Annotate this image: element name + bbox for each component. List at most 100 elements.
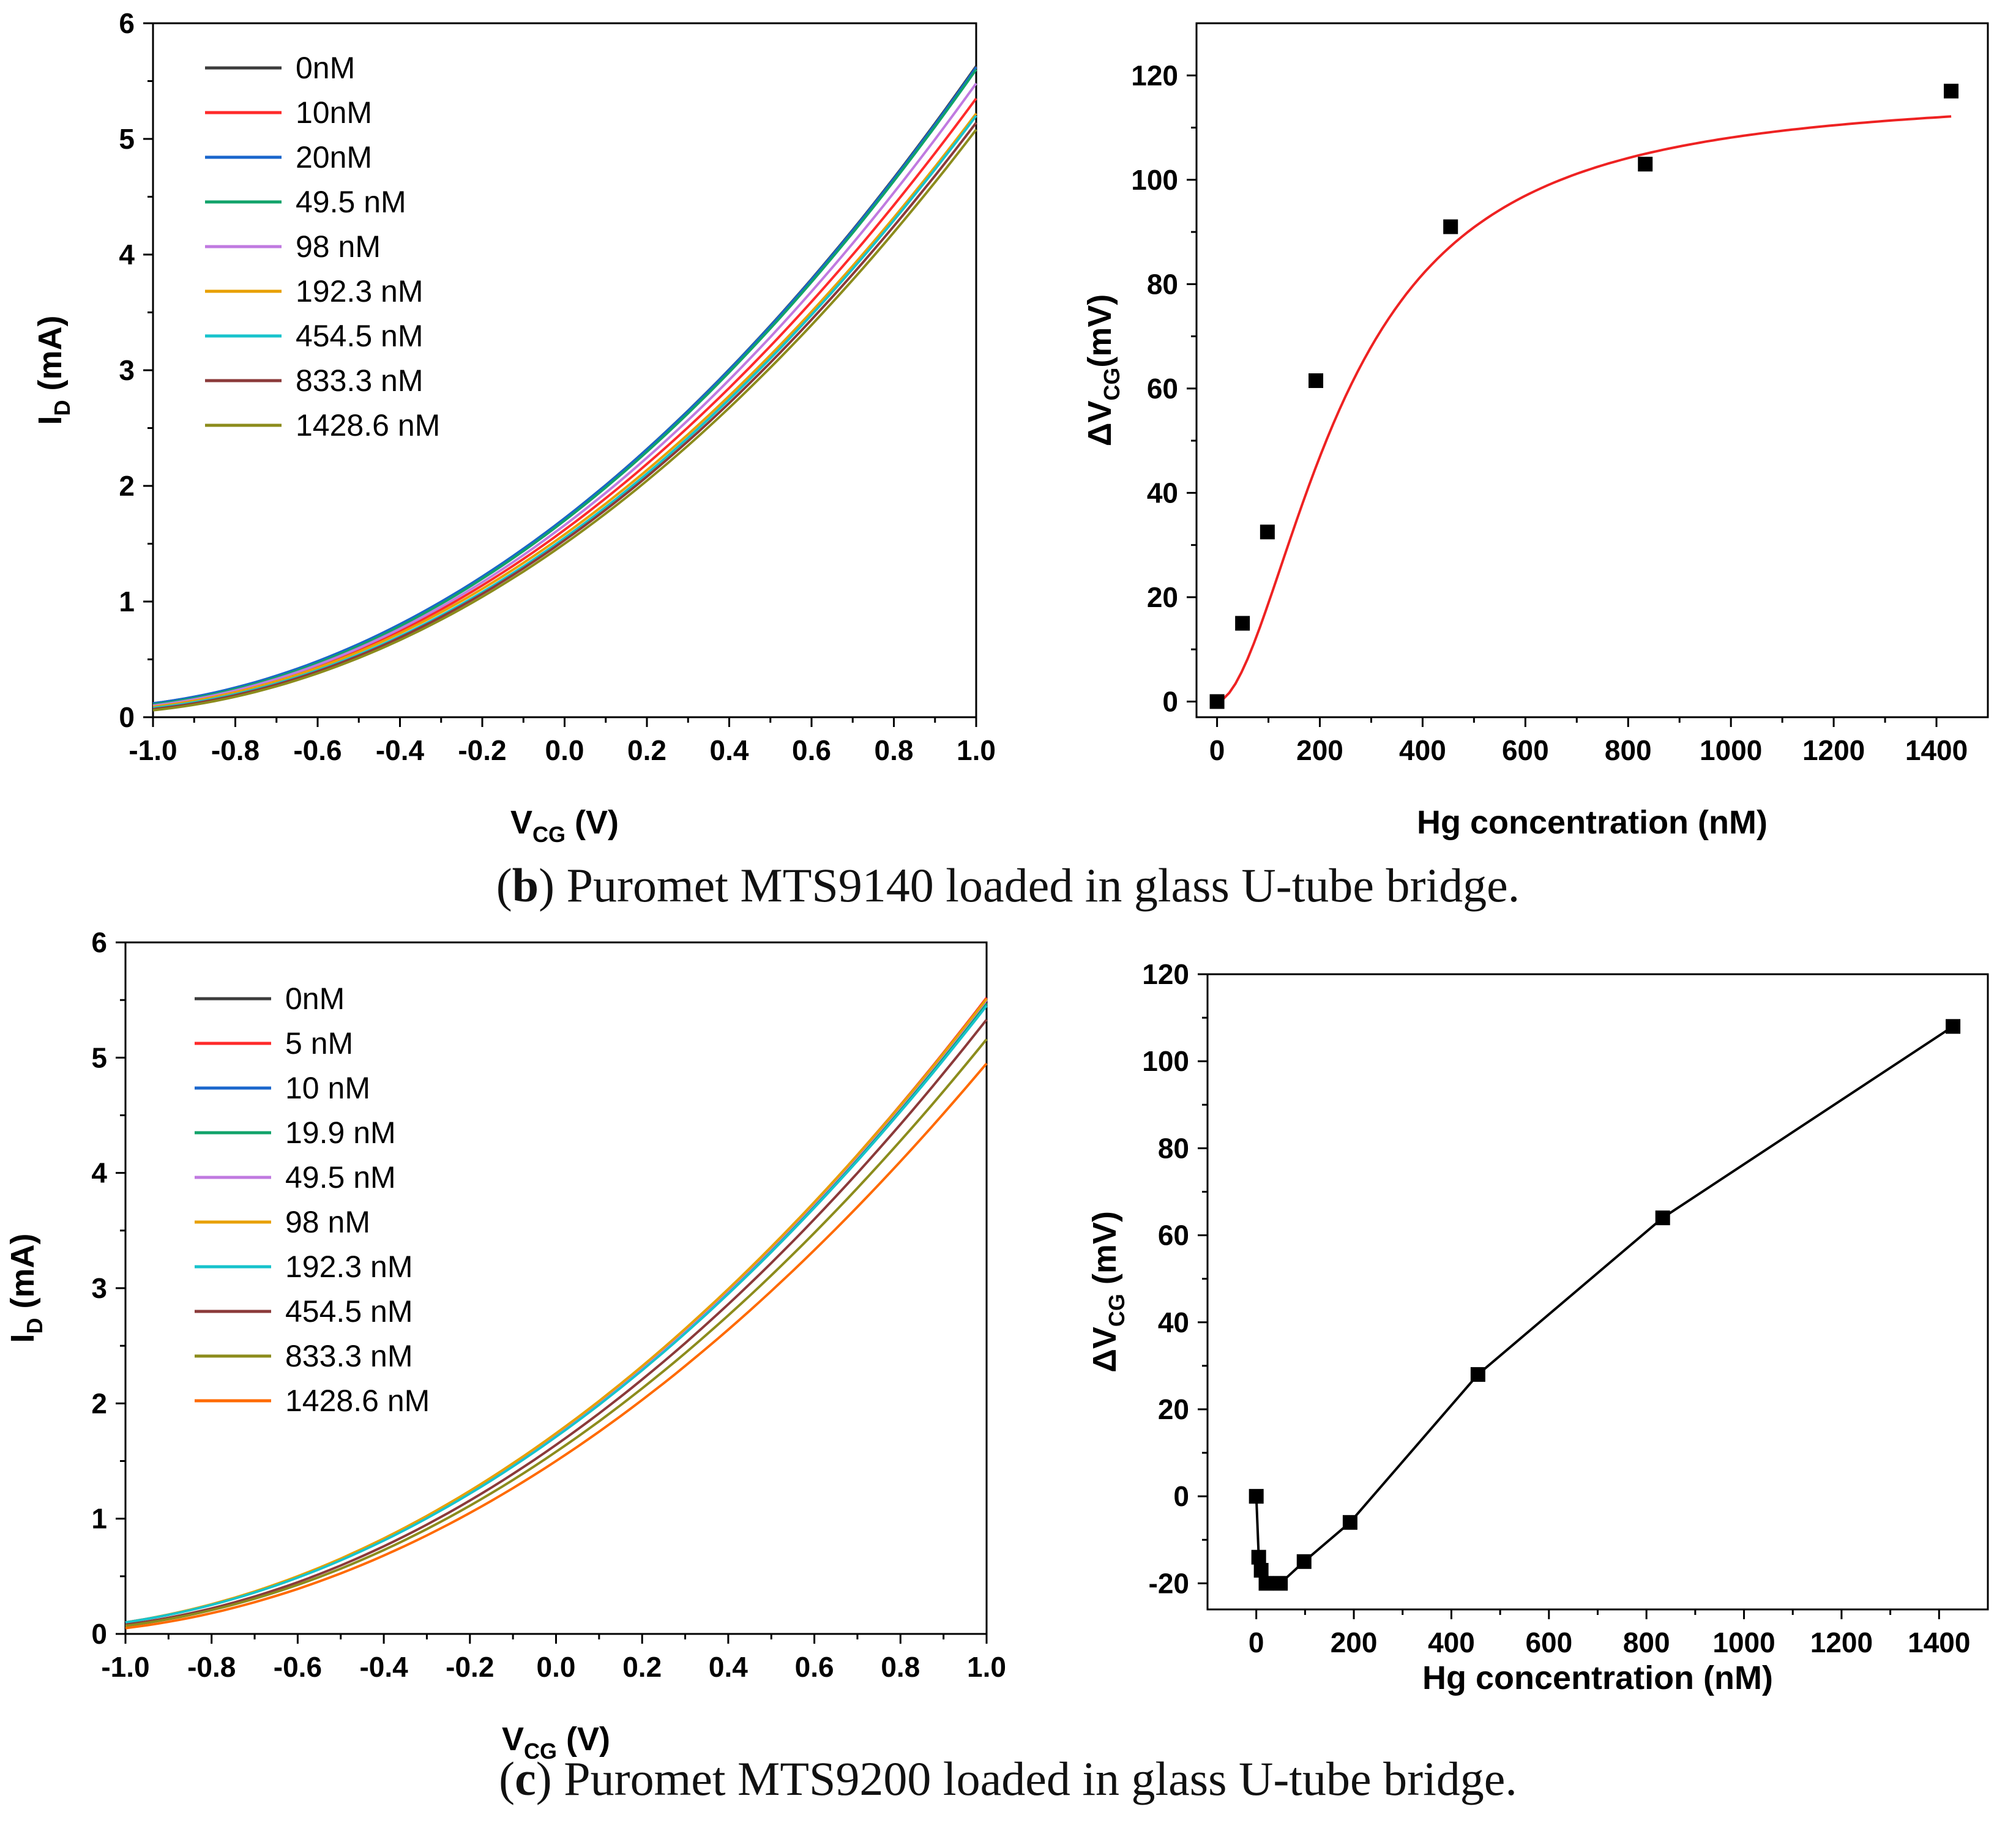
y-tick-label: 40 bbox=[1158, 1307, 1189, 1338]
legend-label: 192.3 nM bbox=[285, 1250, 413, 1284]
data-point bbox=[1342, 1515, 1357, 1530]
y-tick-label: 1 bbox=[91, 1503, 107, 1535]
x-tick-label: 0.0 bbox=[545, 734, 584, 766]
data-point bbox=[1655, 1210, 1670, 1226]
chart-c-right: 0 200 400 600 800 1000 1200 1400 -20 0 20 40 60 80 100… bbox=[1086, 958, 1989, 1696]
y-tick-label: 2 bbox=[119, 470, 135, 502]
x-tick-label: 0.8 bbox=[881, 1651, 920, 1683]
legend-label: 98 nM bbox=[285, 1205, 370, 1239]
x-tick-label: -1.0 bbox=[101, 1651, 149, 1683]
legend-label: 10nM bbox=[296, 95, 372, 130]
caption-c: (c) Puromet MTS9200 loaded in glass U-tu… bbox=[499, 1752, 1517, 1805]
y-tick-label: 0 bbox=[1162, 685, 1178, 717]
data-point bbox=[1253, 1563, 1269, 1578]
y-tick-label: 6 bbox=[91, 926, 107, 958]
legend-label: 49.5 nM bbox=[285, 1160, 396, 1195]
series-line bbox=[152, 129, 977, 712]
y-axis-label-sub: CG bbox=[1099, 368, 1124, 401]
legend-label: 19.9 nM bbox=[285, 1116, 396, 1150]
data-point bbox=[1296, 1554, 1312, 1569]
series-line bbox=[125, 1004, 988, 1624]
x-tick-label: -1.0 bbox=[129, 734, 177, 766]
x-tick-label: -0.2 bbox=[446, 1651, 494, 1683]
series-line bbox=[125, 1038, 988, 1627]
x-tick-label: -0.4 bbox=[376, 734, 425, 766]
y-tick-label: 80 bbox=[1147, 268, 1178, 300]
fit-curve bbox=[1216, 115, 1952, 703]
x-tick-label: 200 bbox=[1331, 1627, 1378, 1658]
y-axis-label-sub: D bbox=[22, 1318, 47, 1333]
chart-b-left: -1.0 -0.8 -0.6 -0.4 -0.2 0.0 0.2 0.4 0.6 0.8 1.0 0 1… bbox=[32, 7, 996, 847]
y-axis-label-unit: (mV) bbox=[1086, 1211, 1123, 1294]
y-tick-label: 0 bbox=[1173, 1480, 1189, 1512]
plot-frame bbox=[152, 22, 977, 718]
x-tick-label: 1.0 bbox=[957, 734, 996, 766]
y-axis-label-unit: (mA) bbox=[32, 316, 69, 400]
x-tick-label: 0.8 bbox=[875, 734, 914, 766]
caption-b: (b) Puromet MTS9140 loaded in glass U-tu… bbox=[496, 859, 1520, 912]
y-axis-label: ΔVCG(mV) bbox=[1081, 294, 1124, 447]
y-axis-label-main: ΔV bbox=[1081, 401, 1118, 447]
y-tick-label: 5 bbox=[119, 123, 135, 155]
x-tick-label: 1.0 bbox=[967, 1651, 1006, 1683]
series-line bbox=[125, 1062, 988, 1630]
x-axis-label: Hg concentration (nM) bbox=[1422, 1660, 1773, 1696]
x-tick-label: 1200 bbox=[1810, 1627, 1873, 1658]
x-tick-label: 1000 bbox=[1700, 734, 1762, 766]
y-tick-label: 20 bbox=[1158, 1393, 1189, 1425]
y-tick-label: 4 bbox=[91, 1157, 107, 1189]
y-tick-label: 0 bbox=[91, 1618, 107, 1650]
x-tick-label: 0.2 bbox=[622, 1651, 662, 1683]
x-axis-label-main: V bbox=[510, 804, 532, 841]
x-axis-label: VCG (V) bbox=[502, 1721, 610, 1764]
x-tick-label: 0.6 bbox=[795, 1651, 834, 1683]
data-point bbox=[1249, 1489, 1264, 1504]
series-line bbox=[152, 65, 977, 705]
series-line bbox=[152, 97, 977, 707]
legend-label: 454.5 nM bbox=[285, 1294, 413, 1329]
y-axis-label-sub: CG bbox=[1104, 1294, 1129, 1327]
series-line bbox=[125, 1005, 988, 1624]
x-axis-label-main: V bbox=[502, 1721, 524, 1758]
x-tick-label: 0 bbox=[1249, 1627, 1264, 1658]
x-tick-label: 200 bbox=[1296, 734, 1343, 766]
series-line bbox=[125, 1018, 988, 1626]
x-axis-label-main: Hg concentration (nM) bbox=[1422, 1660, 1773, 1696]
y-axis-label: ΔVCG (mV) bbox=[1086, 1211, 1129, 1373]
legend-label: 1428.6 nM bbox=[285, 1384, 430, 1418]
x-axis-label-main: Hg concentration (nM) bbox=[1417, 804, 1768, 841]
x-tick-label: 400 bbox=[1428, 1627, 1475, 1658]
y-tick-label: 60 bbox=[1147, 373, 1178, 404]
y-tick-label: -20 bbox=[1149, 1567, 1189, 1599]
x-tick-label: 1200 bbox=[1802, 734, 1865, 766]
y-tick-label: 120 bbox=[1131, 59, 1178, 91]
y-tick-label: 20 bbox=[1147, 581, 1178, 613]
data-point bbox=[1470, 1367, 1485, 1382]
x-tick-label: 0 bbox=[1209, 734, 1225, 766]
y-axis-label-main: I bbox=[4, 1333, 41, 1343]
x-tick-label: 0.2 bbox=[627, 734, 666, 766]
legend-label: 1428.6 nM bbox=[296, 408, 440, 442]
y-tick-label: 80 bbox=[1158, 1132, 1189, 1164]
x-tick-label: -0.6 bbox=[274, 1651, 322, 1683]
y-tick-label: 120 bbox=[1142, 958, 1189, 990]
x-tick-label: 1400 bbox=[1905, 734, 1968, 766]
y-axis-label-unit: (mV) bbox=[1081, 294, 1118, 368]
series-line bbox=[152, 114, 977, 709]
series-line bbox=[152, 69, 977, 706]
x-tick-label: 0.4 bbox=[709, 1651, 748, 1683]
y-tick-label: 6 bbox=[119, 7, 135, 39]
x-tick-label: -0.6 bbox=[293, 734, 342, 766]
plot-frame bbox=[1206, 973, 1989, 1611]
y-axis-label-main: ΔV bbox=[1086, 1327, 1123, 1373]
legend-label: 20nM bbox=[296, 140, 372, 174]
legend-label: 49.5 nM bbox=[296, 185, 406, 219]
y-axis-label: ID (mA) bbox=[32, 316, 75, 425]
data-point bbox=[1258, 1576, 1274, 1591]
y-tick-label: 100 bbox=[1142, 1045, 1189, 1077]
data-point bbox=[1944, 83, 1959, 99]
x-tick-label: 1000 bbox=[1712, 1627, 1775, 1658]
x-axis-label-sub: CG bbox=[532, 822, 566, 847]
data-point bbox=[1260, 524, 1275, 540]
